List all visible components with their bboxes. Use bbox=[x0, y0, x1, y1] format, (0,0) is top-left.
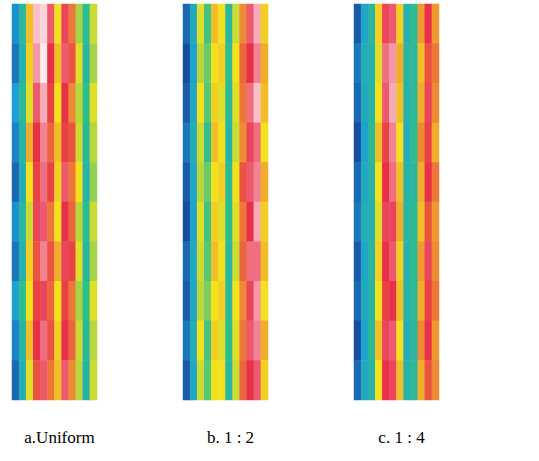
svg-text:b. 1 : 2: b. 1 : 2 bbox=[207, 428, 254, 447]
svg-text:c. 1 : 4: c. 1 : 4 bbox=[378, 428, 425, 447]
svg-text:a.Uniform: a.Uniform bbox=[24, 428, 94, 447]
